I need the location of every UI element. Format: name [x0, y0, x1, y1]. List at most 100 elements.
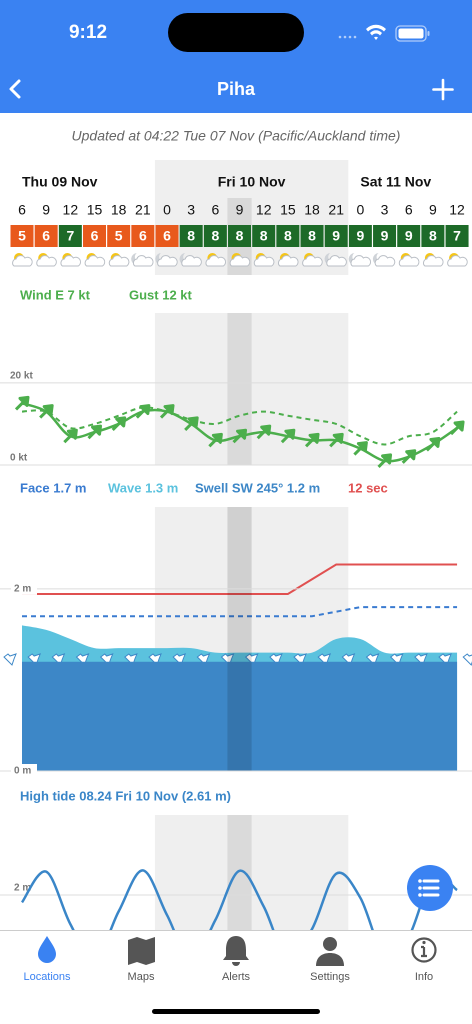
rating-label: 8 [260, 228, 268, 244]
updated-text: Updated at 04:22 Tue 07 Nov (Pacific/Auc… [72, 128, 401, 144]
hour-label: 12 [63, 202, 79, 218]
wind-arrow [377, 453, 393, 468]
tab-bar: Locations Maps Alerts Settings Info [0, 930, 472, 1024]
weather-cloud [181, 255, 202, 267]
hour-label: 18 [304, 202, 320, 218]
weather-cloud [205, 255, 227, 267]
selected-column [227, 313, 252, 465]
y-tick-label: 2 m [14, 883, 31, 894]
wind-arrow [135, 404, 151, 419]
hour-label: 6 [405, 202, 413, 218]
weather-cloud [253, 255, 275, 267]
weather-cloud [157, 255, 178, 267]
rating-cell [445, 225, 469, 247]
rating-label: 8 [187, 228, 195, 244]
tab-label[interactable]: Alerts [222, 971, 251, 983]
wind-arrow [39, 404, 54, 419]
info-icon-i [421, 945, 427, 958]
tab-label[interactable]: Settings [310, 971, 350, 983]
rating-cell [421, 225, 445, 247]
wind-arrow [449, 420, 465, 436]
tick-label-bg [11, 581, 37, 595]
wave-area [22, 661, 458, 771]
rating-cell [179, 225, 203, 247]
hour-label: 3 [381, 202, 389, 218]
rating-label: 6 [163, 228, 171, 244]
status-time: 9:12 [69, 22, 107, 43]
fab-dot [418, 893, 422, 897]
wind-arrow [353, 441, 368, 456]
tab-label[interactable]: Locations [23, 971, 71, 983]
rating-label: 9 [356, 228, 364, 244]
fab-dot [418, 879, 422, 883]
rating-cell [348, 225, 372, 247]
rating-cell [373, 225, 397, 247]
wind-arrow [280, 428, 296, 444]
info-icon-dot [422, 940, 426, 945]
tab-label[interactable]: Maps [128, 971, 155, 983]
hour-label: 9 [429, 202, 437, 218]
rating-cell [252, 225, 276, 247]
tab-label[interactable]: Info [415, 971, 433, 983]
hour-label: 3 [187, 202, 195, 218]
day-label: Thu 09 Nov [22, 174, 98, 190]
wind-arrow [329, 432, 344, 448]
rating-label: 7 [66, 228, 74, 244]
hour-label: 21 [135, 202, 151, 218]
back-button[interactable] [9, 79, 21, 99]
weather-cloud [60, 255, 82, 267]
rating-label: 8 [308, 228, 316, 244]
day-label: Sat 11 Nov [360, 174, 431, 190]
hour-label: 0 [163, 202, 171, 218]
rating-cell [300, 225, 324, 247]
weather-cloud [447, 255, 468, 267]
rating-label: 9 [405, 228, 413, 244]
rating-label: 6 [91, 228, 99, 244]
weather-cloud [374, 255, 396, 267]
swell-arrow [3, 653, 17, 666]
wind-arrow [304, 432, 320, 448]
rating-label: 6 [139, 228, 147, 244]
rating-label: 5 [115, 228, 123, 244]
hour-label: 18 [111, 202, 127, 218]
rating-label: 6 [42, 228, 50, 244]
menu-fab[interactable] [407, 865, 453, 911]
weather-cloud [423, 255, 444, 267]
rating-cell [276, 225, 300, 247]
status-icons [338, 24, 430, 42]
rating-cell [155, 225, 179, 247]
weather-cloud [132, 255, 154, 267]
y-tick-label: 0 m [14, 766, 31, 777]
selected-column [227, 507, 252, 771]
swell-arrow [462, 653, 472, 666]
weather-cloud [350, 255, 372, 267]
day-label: Fri 10 Nov [218, 174, 286, 190]
rating-cell [10, 225, 34, 247]
locations-icon [38, 936, 56, 963]
hour-label: 0 [356, 202, 364, 218]
add-button[interactable] [432, 78, 454, 101]
fab-dot [418, 886, 422, 890]
wind-arrow [256, 424, 272, 440]
rating-cell [34, 225, 58, 247]
rating-label: 8 [284, 228, 292, 244]
weather-cloud [36, 255, 57, 267]
hour-label: 15 [280, 202, 296, 218]
legend-label: Swell SW 245° 1.2 m [195, 480, 320, 495]
rating-cell [324, 225, 348, 247]
y-tick-label: 20 kt [10, 370, 33, 381]
wind-arrow [208, 432, 223, 448]
alerts-icon [223, 936, 249, 966]
period-line [22, 563, 458, 596]
rating-label: 8 [236, 228, 244, 244]
face-line [22, 606, 458, 618]
weather-cloud [12, 255, 33, 267]
hour-label: 12 [256, 202, 272, 218]
rating-label: 8 [429, 228, 437, 244]
hour-label: 15 [87, 202, 103, 218]
rating-cell [397, 225, 421, 247]
hour-label: 9 [236, 202, 244, 218]
wind-arrow [63, 428, 78, 444]
weather-cloud [108, 255, 130, 267]
